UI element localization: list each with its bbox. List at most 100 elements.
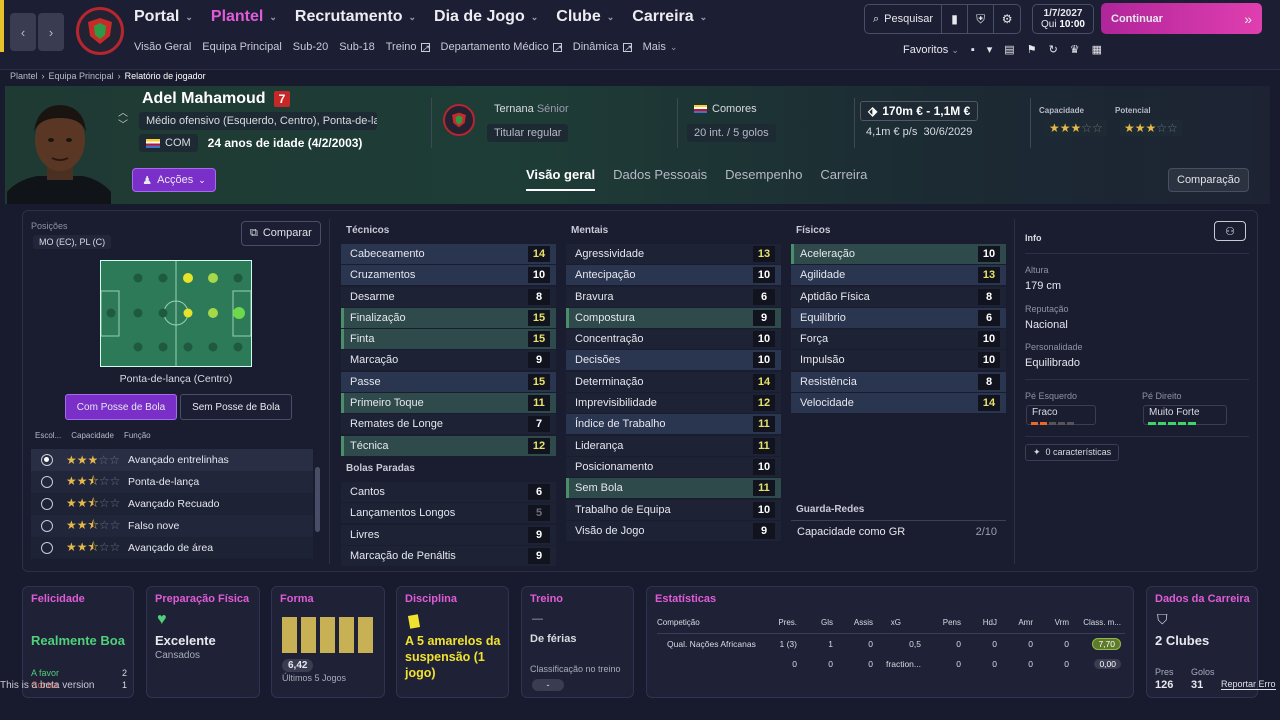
attribute-row[interactable]: Sem Bola 11 bbox=[566, 478, 781, 499]
attribute-row[interactable]: Determinação 14 bbox=[566, 371, 781, 392]
back-button[interactable]: ‹ bbox=[10, 13, 36, 51]
attribute-row[interactable]: Agressividade 13 bbox=[566, 244, 781, 264]
traits-tag[interactable]: ✦ 0 características bbox=[1025, 444, 1120, 461]
subnav-treino[interactable]: Treino ↗ bbox=[386, 41, 430, 53]
attribute-row[interactable]: Equilíbrio 6 bbox=[791, 307, 1006, 328]
subnav-mais[interactable]: Mais ⌄ bbox=[643, 41, 678, 53]
chat-icon[interactable]: ▪ bbox=[970, 43, 975, 56]
attribute-row[interactable]: Antecipação 10 bbox=[566, 265, 781, 286]
attribute-row[interactable]: Marcação 9 bbox=[341, 350, 556, 371]
club-logo[interactable] bbox=[76, 7, 124, 55]
roles-scrollbar[interactable] bbox=[315, 467, 320, 532]
gear-icon[interactable]: ⚙ bbox=[1001, 12, 1013, 26]
tab-dados-pessoais[interactable]: Dados Pessoais bbox=[613, 167, 708, 182]
attribute-row[interactable]: Cruzamentos 10 bbox=[341, 265, 556, 286]
nav-dia-de-jogo[interactable]: Dia de Jogo ⌄ bbox=[434, 8, 539, 25]
radio[interactable] bbox=[41, 520, 53, 532]
nation-tag[interactable]: COM bbox=[139, 134, 198, 152]
nav-plantel[interactable]: Plantel ⌄ bbox=[210, 8, 277, 25]
subnav-dinamica[interactable]: Dinâmica ↗ bbox=[573, 41, 632, 53]
attribute-row[interactable]: Passe 15 bbox=[341, 371, 556, 392]
radio[interactable] bbox=[41, 542, 53, 554]
club-tag[interactable]: Ternana Sénior bbox=[487, 100, 576, 118]
attribute-row[interactable]: Trabalho de Equipa 10 bbox=[566, 499, 781, 520]
table-row[interactable]: Qual. Nações Africanas 1 (3) 1 0 0,5 0 0… bbox=[657, 634, 1125, 654]
attribute-row[interactable]: Desarme 8 bbox=[341, 286, 556, 307]
role-row[interactable]: ★★★☆☆ Avançado entrelinhas bbox=[31, 449, 313, 471]
tab-with-ball[interactable]: Com Posse de Bola bbox=[65, 394, 177, 420]
role-row[interactable]: ★★⯪☆☆ Avançado Recuado bbox=[31, 493, 313, 515]
attribute-row[interactable]: Visão de Jogo 9 bbox=[566, 520, 781, 541]
report-error-link[interactable]: Reportar Erro bbox=[1221, 679, 1276, 690]
form-card[interactable]: Forma 6,42 Últimos 5 Jogos bbox=[271, 586, 385, 698]
attribute-row[interactable]: Liderança 11 bbox=[566, 435, 781, 456]
tab-without-ball[interactable]: Sem Posse de Bola bbox=[180, 394, 292, 420]
actions-button[interactable]: ♟ Acções ⌄ bbox=[132, 168, 216, 192]
attribute-row[interactable]: Força 10 bbox=[791, 329, 1006, 350]
attribute-row[interactable]: Livres 9 bbox=[341, 524, 556, 545]
bookmark-icon[interactable]: ▮ bbox=[942, 5, 969, 33]
subnav-sub18[interactable]: Sub-18 bbox=[339, 41, 375, 53]
attribute-row[interactable]: Finalização 15 bbox=[341, 307, 556, 328]
subnav-sub20[interactable]: Sub-20 bbox=[292, 41, 329, 53]
attribute-row[interactable]: Primeiro Toque 11 bbox=[341, 393, 556, 414]
role-row[interactable]: ★★⯪☆☆ Avançado de área bbox=[31, 537, 313, 559]
search-button[interactable]: ⌕ Pesquisar bbox=[865, 5, 943, 33]
attribute-row[interactable]: Compostura 9 bbox=[566, 307, 781, 328]
attribute-row[interactable]: Marcação de Penáltis 9 bbox=[341, 545, 556, 566]
attribute-row[interactable]: Aceleração 10 bbox=[791, 244, 1006, 264]
radio-selected[interactable] bbox=[41, 454, 53, 466]
subnav-departamento-medico[interactable]: Departamento Médico ↗ bbox=[441, 41, 562, 53]
chevron-down-icon[interactable]: ﹀ bbox=[118, 120, 128, 131]
clipboard-icon[interactable]: ▤ bbox=[1004, 44, 1015, 56]
happiness-card[interactable]: Felicidade Realmente Boa A favor 2 Contra… bbox=[22, 586, 134, 698]
value-tag[interactable]: ⬗ 170m € - 1,1M € bbox=[860, 101, 979, 121]
discipline-card[interactable]: Disciplina A 5 amarelos da suspensão (1 … bbox=[396, 586, 509, 698]
favorites-dropdown[interactable]: Favoritos ⌄ bbox=[903, 44, 959, 56]
continue-button[interactable]: Continuar » bbox=[1101, 3, 1262, 34]
attribute-row[interactable]: Velocidade 14 bbox=[791, 393, 1006, 414]
nav-recrutamento[interactable]: Recrutamento ⌄ bbox=[294, 8, 417, 25]
attribute-row[interactable]: Cabeceamento 14 bbox=[341, 244, 556, 264]
refresh-icon[interactable]: ↻ bbox=[1048, 44, 1058, 56]
attribute-row[interactable]: Lançamentos Longos 5 bbox=[341, 503, 556, 524]
forward-button[interactable]: › bbox=[38, 13, 64, 51]
fitness-card[interactable]: Preparação Física ♥ Excelente Cansados bbox=[146, 586, 260, 698]
radio[interactable] bbox=[41, 476, 53, 488]
attribute-row[interactable]: Posicionamento 10 bbox=[566, 456, 781, 477]
attribute-row[interactable]: Aptidão Física 8 bbox=[791, 286, 1006, 307]
attribute-row[interactable]: Imprevisibilidade 12 bbox=[566, 393, 781, 414]
role-row[interactable]: ★★⯪☆☆ Falso nove bbox=[31, 515, 313, 537]
nav-portal[interactable]: Portal ⌄ bbox=[134, 8, 193, 25]
training-card[interactable]: Treino — De férias Classificação no trei… bbox=[521, 586, 634, 698]
shield-icon[interactable]: ⛨ bbox=[968, 5, 995, 33]
attribute-row[interactable]: Cantos 6 bbox=[341, 482, 556, 502]
shirt-icon[interactable]: ▾ bbox=[986, 44, 993, 56]
attribute-row[interactable]: Concentração 10 bbox=[566, 329, 781, 350]
attribute-row[interactable]: Agilidade 13 bbox=[791, 265, 1006, 286]
subnav-equipa-principal[interactable]: Equipa Principal bbox=[202, 41, 282, 53]
breadcrumb-equipa[interactable]: Equipa Principal bbox=[48, 71, 114, 81]
attribute-row[interactable]: Bravura 6 bbox=[566, 286, 781, 307]
tab-desempenho[interactable]: Desempenho bbox=[725, 167, 803, 182]
table-row[interactable]: 0 0 0 fraction... 0 0 0 0 0,00 bbox=[657, 654, 1125, 674]
attribute-row[interactable]: Remates de Longe 7 bbox=[341, 414, 556, 435]
personality-icon[interactable]: ⚇ bbox=[1214, 221, 1246, 241]
scout-icon[interactable]: ⚑ bbox=[1026, 44, 1037, 56]
statistics-card[interactable]: Estatísticas Competição Pres. Gls Assis … bbox=[646, 586, 1134, 698]
attribute-row[interactable]: Índice de Trabalho 11 bbox=[566, 414, 781, 435]
date-display[interactable]: 1/7/2027 Qui 10:00 bbox=[1032, 4, 1094, 34]
attribute-row[interactable]: Técnica 12 bbox=[341, 435, 556, 456]
tab-carreira[interactable]: Carreira bbox=[820, 167, 868, 182]
compare-positions-button[interactable]: ⧉ Comparar bbox=[241, 221, 321, 246]
subnav-visao-geral[interactable]: Visão Geral bbox=[134, 41, 192, 53]
nav-carreira[interactable]: Carreira ⌄ bbox=[632, 8, 708, 25]
chevron-up-icon[interactable]: ︿ bbox=[118, 108, 128, 119]
career-card[interactable]: Dados da Carreira ⛉ 2 Clubes Pres 126 Go… bbox=[1146, 586, 1258, 698]
role-row[interactable]: ★★⯪☆☆ Ponta-de-lança bbox=[31, 471, 313, 493]
club-badge[interactable] bbox=[443, 104, 475, 136]
attribute-row[interactable]: Resistência 8 bbox=[791, 371, 1006, 392]
attribute-row[interactable]: Decisões 10 bbox=[566, 350, 781, 371]
nation-link[interactable]: Comores bbox=[687, 100, 764, 118]
trophy-icon[interactable]: ♛ bbox=[1069, 44, 1080, 56]
